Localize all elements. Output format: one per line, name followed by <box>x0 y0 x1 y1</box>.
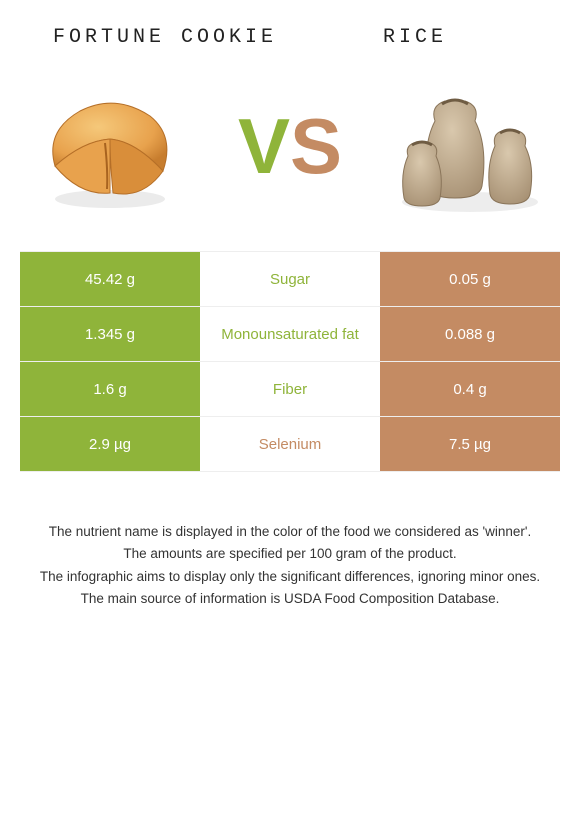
nutrient-table: 45.42 gSugar0.05 g1.345 gMonounsaturated… <box>20 251 560 472</box>
nutrient-name: Monounsaturated fat <box>200 307 380 361</box>
table-row: 1.345 gMonounsaturated fat0.088 g <box>20 307 560 362</box>
nutrient-name: Selenium <box>200 417 380 471</box>
value-left: 2.9 µg <box>20 417 200 471</box>
table-row: 45.42 gSugar0.05 g <box>20 252 560 307</box>
nutrient-name: Fiber <box>200 362 380 416</box>
rice-sacks-icon <box>390 71 550 221</box>
value-right: 0.088 g <box>380 307 560 361</box>
value-right: 0.4 g <box>380 362 560 416</box>
food-title-left: Fortune cookie <box>40 25 290 51</box>
value-left: 45.42 g <box>20 252 200 306</box>
value-left: 1.6 g <box>20 362 200 416</box>
hero-row: VS <box>0 61 580 241</box>
footer-line: The infographic aims to display only the… <box>15 567 565 587</box>
header: Fortune cookie Rice <box>0 0 580 61</box>
value-right: 7.5 µg <box>380 417 560 471</box>
footer-notes: The nutrient name is displayed in the co… <box>0 482 580 609</box>
vs-label: VS <box>238 107 342 185</box>
nutrient-name: Sugar <box>200 252 380 306</box>
footer-line: The amounts are specified per 100 gram o… <box>15 544 565 564</box>
vs-v: V <box>238 107 290 185</box>
value-right: 0.05 g <box>380 252 560 306</box>
table-row: 2.9 µgSelenium7.5 µg <box>20 417 560 472</box>
footer-line: The nutrient name is displayed in the co… <box>15 522 565 542</box>
fortune-cookie-icon <box>30 71 190 221</box>
vs-s: S <box>290 107 342 185</box>
footer-line: The main source of information is USDA F… <box>15 589 565 609</box>
food-title-right: Rice <box>290 25 540 51</box>
value-left: 1.345 g <box>20 307 200 361</box>
table-row: 1.6 gFiber0.4 g <box>20 362 560 417</box>
